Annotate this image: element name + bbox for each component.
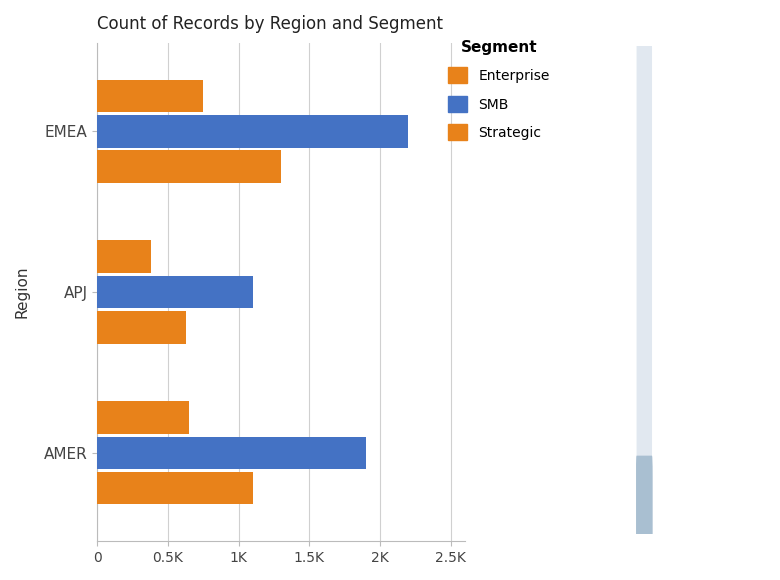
Bar bbox=[98, 401, 190, 434]
Bar bbox=[98, 472, 253, 505]
Y-axis label: Region: Region bbox=[15, 266, 30, 318]
Bar bbox=[98, 311, 186, 344]
Bar bbox=[98, 276, 253, 309]
FancyBboxPatch shape bbox=[636, 456, 653, 553]
FancyBboxPatch shape bbox=[636, 22, 652, 558]
Bar bbox=[98, 79, 204, 112]
Bar bbox=[98, 150, 281, 183]
Bar bbox=[98, 241, 151, 273]
Bar bbox=[98, 115, 408, 147]
Legend: Enterprise, SMB, Strategic: Enterprise, SMB, Strategic bbox=[448, 40, 550, 140]
Bar bbox=[98, 437, 366, 469]
Text: Count of Records by Region and Segment: Count of Records by Region and Segment bbox=[98, 15, 443, 33]
